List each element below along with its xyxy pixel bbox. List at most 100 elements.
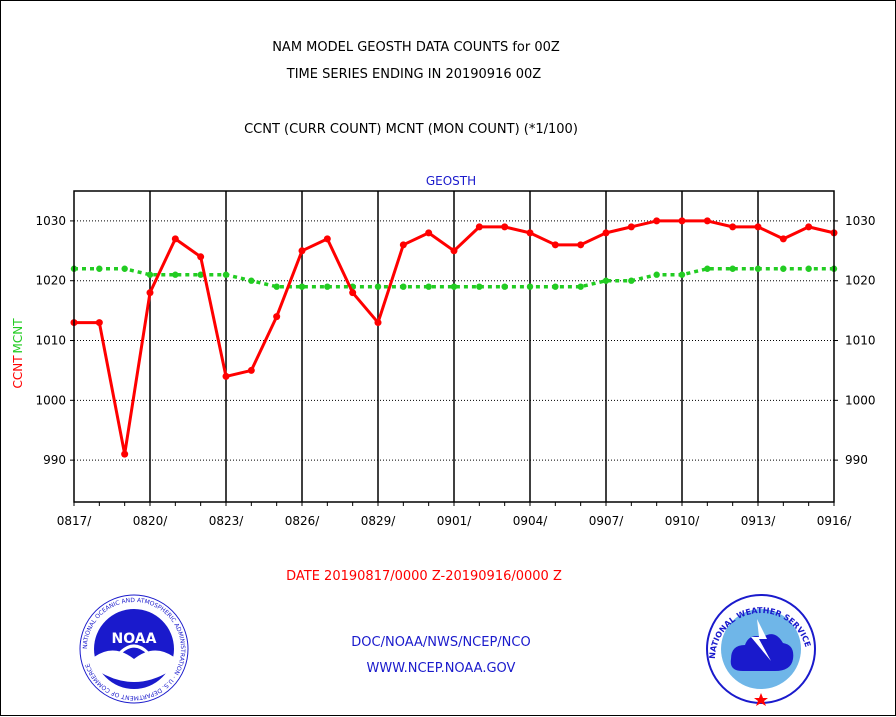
footer-line-1: DOC/NOAA/NWS/NCEP/NCO — [351, 635, 530, 650]
data-point-ccnt — [754, 223, 762, 231]
data-point-ccnt — [95, 319, 103, 327]
chart-title: NAM MODEL GEOSTH DATA COUNTS for 00Z — [272, 40, 560, 55]
data-point-mcnt — [450, 283, 458, 290]
data-point-mcnt — [476, 283, 483, 290]
data-point-ccnt — [779, 235, 787, 243]
data-point-ccnt — [374, 319, 382, 327]
data-point-ccnt — [577, 241, 585, 249]
data-point-mcnt — [704, 265, 711, 272]
x-tick-label: 0817/ — [57, 514, 93, 528]
y-tick-label: 1030 — [845, 214, 876, 228]
y-tick-label: 1010 — [35, 334, 66, 348]
data-point-mcnt — [754, 265, 762, 272]
data-point-ccnt — [171, 235, 179, 243]
data-point-mcnt — [298, 283, 306, 290]
data-point-mcnt — [273, 283, 280, 290]
y-axis-label-mcnt: MCNT — [11, 318, 25, 354]
x-tick-label: 0826/ — [285, 514, 321, 528]
data-point-mcnt — [628, 277, 635, 284]
data-point-ccnt — [729, 223, 737, 231]
data-point-ccnt — [501, 223, 509, 231]
y-tick-label: 1000 — [845, 393, 876, 407]
data-point-ccnt — [475, 223, 483, 231]
data-point-ccnt — [627, 223, 635, 231]
y-tick-label: 1020 — [35, 274, 66, 288]
x-tick-label: 0829/ — [361, 514, 397, 528]
data-point-mcnt — [96, 265, 103, 272]
x-tick-label: 0913/ — [741, 514, 777, 528]
data-point-ccnt — [273, 313, 281, 321]
data-point-ccnt — [526, 229, 534, 237]
y-axis-label-ccnt: CCNT — [11, 355, 25, 389]
y-tick-labels-right: 990 1000 1010 1020 1030 — [845, 214, 876, 467]
y-tick-label: 990 — [43, 453, 66, 467]
data-point-ccnt — [551, 241, 559, 249]
data-point-mcnt — [501, 283, 508, 290]
x-tick-label: 0916/ — [817, 514, 853, 528]
data-point-ccnt — [121, 450, 129, 458]
noaa-logo-text: NOAA — [112, 631, 157, 647]
data-point-mcnt — [248, 277, 255, 284]
data-point-ccnt — [425, 229, 433, 237]
data-point-mcnt — [526, 283, 534, 290]
data-point-ccnt — [323, 235, 331, 243]
series-ccnt — [70, 217, 838, 458]
data-point-ccnt — [222, 372, 230, 380]
data-point-mcnt — [577, 283, 584, 290]
data-point-mcnt — [653, 271, 660, 278]
panel-label: GEOSTH — [426, 174, 476, 188]
data-point-mcnt — [121, 265, 128, 272]
x-tick-label: 0901/ — [437, 514, 473, 528]
data-point-ccnt — [602, 229, 610, 237]
data-point-mcnt — [678, 271, 686, 278]
data-point-mcnt — [729, 265, 736, 272]
data-point-ccnt — [298, 247, 306, 255]
y-tick-label: 990 — [845, 453, 868, 467]
data-point-mcnt — [805, 265, 812, 272]
x-tick-labels: 0817/0820/0823/0826/0829/0901/0904/0907/… — [57, 514, 853, 528]
data-point-mcnt — [197, 271, 204, 278]
x-tick-label: 0823/ — [209, 514, 245, 528]
data-point-ccnt — [146, 289, 154, 297]
data-point-ccnt — [653, 217, 661, 225]
noaa-logo: NOAA NATIONAL OCEANIC AND ATMOSPHERIC AD… — [79, 594, 189, 704]
data-point-mcnt — [222, 271, 230, 278]
chart-subtitle: TIME SERIES ENDING IN 20190916 00Z — [286, 67, 542, 82]
data-point-ccnt — [450, 247, 458, 255]
footer-line-2: WWW.NCEP.NOAA.GOV — [367, 661, 516, 676]
y-tick-label: 1000 — [35, 393, 66, 407]
y-tick-labels-left: 990 1000 1010 1020 1030 — [35, 214, 66, 467]
plot-border — [73, 190, 835, 503]
data-point-ccnt — [197, 253, 205, 261]
data-point-ccnt — [399, 241, 407, 249]
grid-layer — [70, 191, 838, 506]
x-tick-label: 0907/ — [589, 514, 625, 528]
y-tick-label: 1010 — [845, 334, 876, 348]
data-point-mcnt — [146, 271, 154, 278]
data-point-mcnt — [780, 265, 787, 272]
data-point-ccnt — [805, 223, 813, 231]
data-point-mcnt — [602, 277, 610, 284]
nws-logo: NATIONAL WEATHER SERVICE — [706, 594, 816, 706]
data-point-ccnt — [703, 217, 711, 225]
x-tick-label: 0904/ — [513, 514, 549, 528]
data-point-ccnt — [247, 366, 255, 374]
x-axis-label: DATE 20190817/0000 Z-20190916/0000 Z — [286, 569, 562, 584]
x-tick-label: 0910/ — [665, 514, 701, 528]
data-point-ccnt — [349, 289, 357, 297]
data-point-mcnt — [425, 283, 432, 290]
series-mcnt — [70, 265, 838, 290]
data-point-mcnt — [400, 283, 407, 290]
data-point-mcnt — [324, 283, 331, 290]
data-point-ccnt — [678, 217, 686, 225]
nws-star-icon — [754, 693, 768, 706]
legend-text: CCNT (CURR COUNT) MCNT (MON COUNT) (*1/1… — [244, 122, 578, 137]
data-point-mcnt — [374, 283, 382, 290]
data-point-mcnt — [172, 271, 179, 278]
y-tick-label: 1030 — [35, 214, 66, 228]
x-tick-label: 0820/ — [133, 514, 169, 528]
y-tick-label: 1020 — [845, 274, 876, 288]
data-point-mcnt — [552, 283, 559, 290]
